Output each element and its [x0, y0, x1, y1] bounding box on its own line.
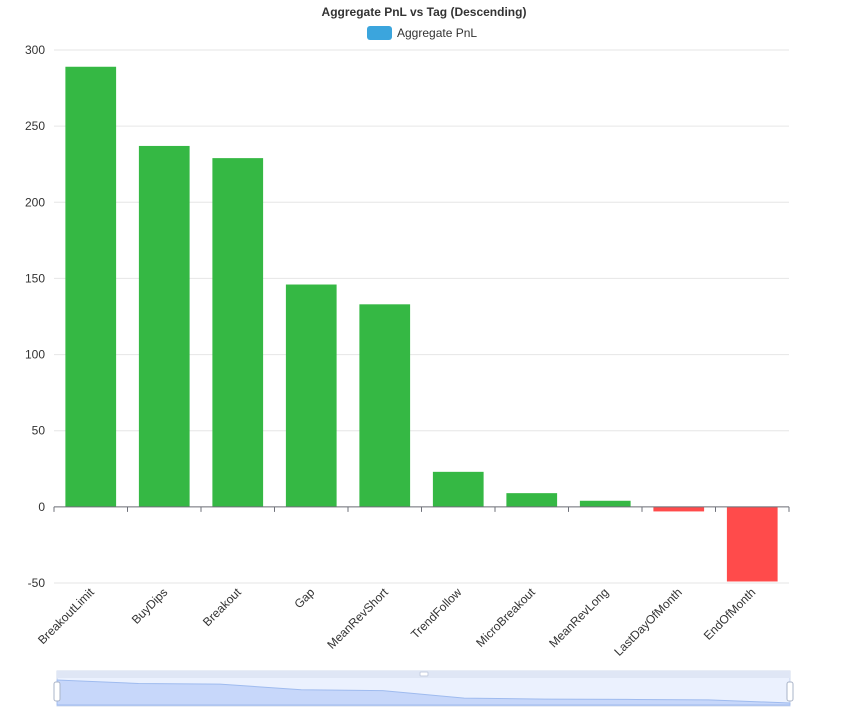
data-zoom-slider[interactable] [53, 670, 794, 707]
bar-endofmonth[interactable] [726, 506, 778, 582]
bar-buydips[interactable] [138, 145, 190, 507]
legend-label[interactable]: Aggregate PnL [397, 26, 477, 40]
data-zoom-left-handle[interactable] [53, 681, 61, 702]
bar-microbreakout[interactable] [506, 493, 558, 507]
bar-trendfollow[interactable] [432, 471, 484, 507]
data-zoom-selection[interactable] [57, 678, 790, 706]
y-axis: 300 250 200 150 100 50 0 -50 [25, 43, 45, 590]
y-tick-label: 150 [25, 271, 45, 285]
chart-title: Aggregate PnL vs Tag (Descending) [322, 5, 527, 19]
x-tick-label: TrendFollow [408, 585, 465, 642]
bar-lastdayofmonth[interactable] [653, 506, 705, 512]
y-tick-label: 100 [25, 348, 45, 362]
legend[interactable]: Aggregate PnL [367, 26, 477, 40]
x-tick-label: MicroBreakout [473, 585, 538, 650]
legend-swatch[interactable] [367, 26, 392, 40]
data-zoom-top-grip[interactable] [419, 671, 429, 677]
data-zoom-preview-area [56, 679, 791, 706]
y-tick-label: 0 [38, 500, 45, 514]
x-tick-label: MeanRevLong [546, 585, 611, 650]
x-tick-label: BreakoutLimit [35, 585, 97, 647]
y-tick-label: 300 [25, 43, 45, 57]
x-tick-label: Breakout [200, 585, 244, 629]
bar-breakoutlimit[interactable] [65, 66, 117, 507]
x-tick-label: EndOfMonth [701, 585, 759, 643]
x-tick-label: LastDayOfMonth [611, 585, 685, 659]
bar-meanrevlong[interactable] [579, 500, 631, 507]
bar-gap[interactable] [285, 284, 337, 507]
y-tick-label: 50 [32, 424, 46, 438]
bar-meanrevshort[interactable] [359, 304, 411, 507]
bars [65, 66, 778, 582]
y-tick-label: 200 [25, 195, 45, 209]
x-tick-label: Gap [291, 585, 317, 611]
x-tick-label: MeanRevShort [324, 585, 391, 652]
x-tick-label: BuyDips [129, 585, 170, 626]
bar-breakout[interactable] [212, 158, 264, 507]
y-tick-label: -50 [28, 576, 46, 590]
y-tick-label: 250 [25, 119, 45, 133]
data-zoom-right-handle[interactable] [786, 681, 794, 702]
